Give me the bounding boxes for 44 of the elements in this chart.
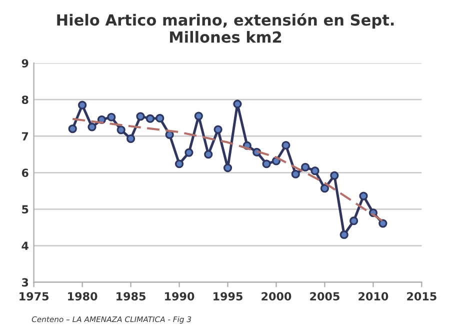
x-tick-label: 1980 (68, 292, 98, 301)
point (291, 170, 300, 178)
x-tick-label: 2010 (358, 292, 388, 301)
point (223, 164, 232, 172)
point (233, 100, 242, 108)
y-tick-label: 5 (22, 205, 28, 214)
chart-title: Hielo Artico marino, extensión en Sept. Millones km2 (57, 13, 394, 43)
point (68, 124, 77, 134)
point (282, 140, 290, 150)
point (156, 114, 164, 123)
point (301, 162, 310, 172)
point (310, 166, 320, 176)
point (340, 230, 348, 240)
x-tick-label: 2015 (407, 292, 436, 301)
point (174, 160, 184, 168)
point (116, 126, 126, 134)
y-tick-label: 8 (22, 96, 28, 104)
x-tick-label: 1985 (116, 292, 146, 301)
point (330, 171, 339, 180)
point (78, 100, 87, 110)
point (146, 114, 154, 123)
x-tick-label: 1995 (214, 292, 242, 301)
x-tick-label: 2000 (262, 292, 292, 301)
point (350, 216, 358, 226)
y-tick-label: 9 (22, 59, 28, 68)
point (378, 219, 388, 228)
point (184, 148, 194, 157)
point (107, 112, 116, 122)
point (126, 134, 136, 143)
x-tick-label: 1975 (20, 292, 49, 301)
x-tick-label: 1990 (165, 292, 194, 301)
x-tick-label: 2005 (310, 292, 340, 301)
point (359, 192, 368, 200)
point (320, 184, 330, 193)
point (262, 160, 271, 168)
y-tick-label: 3 (22, 278, 28, 287)
point (194, 112, 203, 120)
point (214, 125, 222, 134)
y-tick-label: 7 (22, 132, 28, 140)
y-tick-label: 4 (22, 242, 28, 250)
y-tick-label: 6 (22, 168, 28, 178)
point (204, 150, 213, 159)
point (136, 112, 145, 121)
point (88, 122, 96, 132)
